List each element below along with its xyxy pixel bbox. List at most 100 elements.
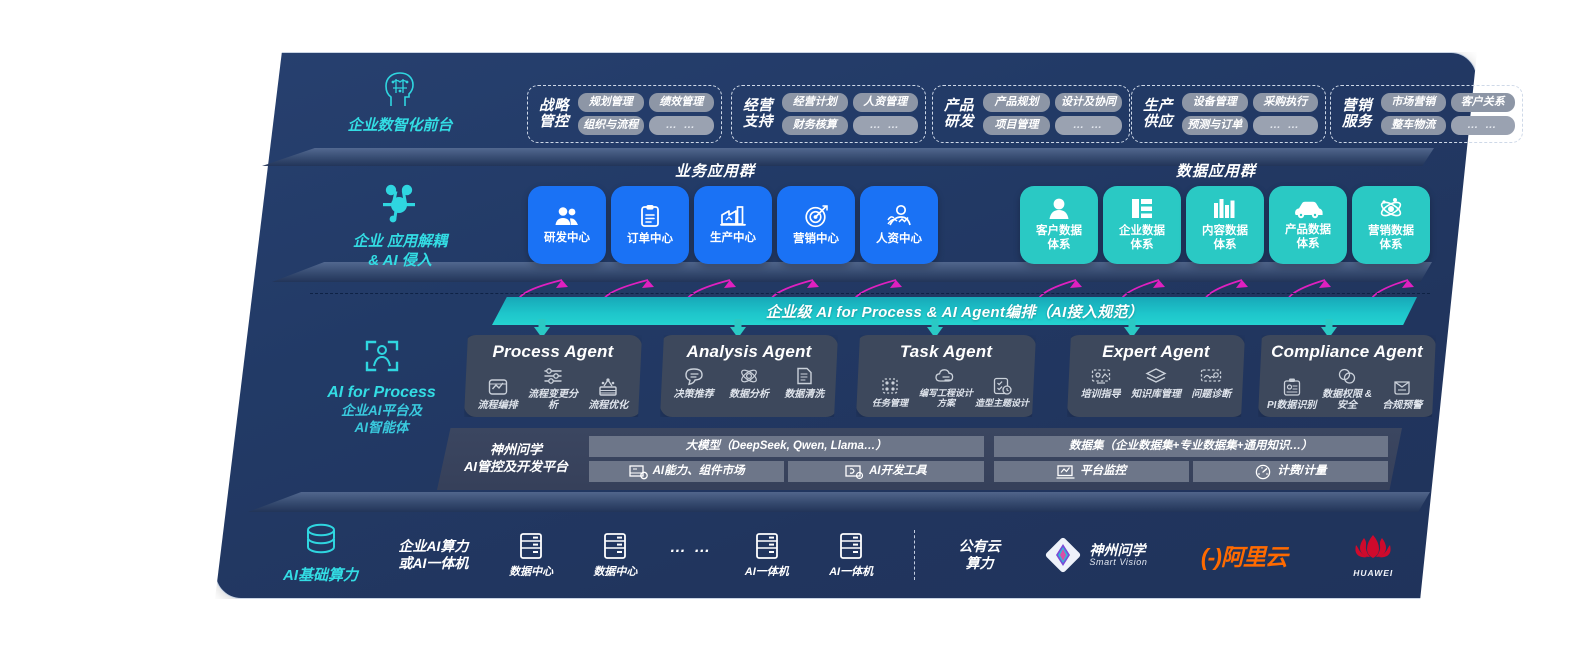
app-card-rd-center[interactable]: 研发中心: [528, 186, 606, 264]
top-cell[interactable]: 采购执行: [1252, 93, 1318, 112]
app-card-order-center[interactable]: 订单中心: [611, 186, 689, 264]
top-cell[interactable]: 绩效管理: [648, 93, 714, 112]
platform-dataset-bar[interactable]: 数据集（企业数据集+专业数据集+通用知识…）: [993, 436, 1388, 457]
agent-card-expert[interactable]: Expert Agent 培训指导 知识库管理: [1067, 335, 1245, 417]
agent-card-task[interactable]: Task Agent 任务管理 编写工程设计方案: [856, 335, 1036, 417]
vendor-name-aliyun: 阿里云: [1220, 544, 1288, 570]
top-cell[interactable]: 人资管理: [852, 93, 918, 112]
top-cell[interactable]: 客户关系: [1450, 93, 1515, 112]
top-group-operations[interactable]: 经营 支持 经营计划 人资管理 财务核算 … …: [731, 85, 926, 143]
top-cell[interactable]: 项目管理: [983, 116, 1050, 135]
top-cell[interactable]: 经营计划: [782, 93, 848, 112]
agent-feature[interactable]: 决策推荐: [666, 366, 721, 400]
compliance-feature-l1: 数据权限 &: [1321, 389, 1372, 400]
app-card-hr-center[interactable]: 人资中心: [860, 186, 938, 264]
top-cell[interactable]: 产品规划: [983, 93, 1050, 112]
person-scan-icon: [365, 340, 398, 372]
clipboard-icon: [641, 204, 659, 227]
app-card-production-center[interactable]: 生产中心: [694, 186, 772, 264]
data-card-marketing[interactable]: 营销数据 体系: [1352, 186, 1430, 264]
agent-feature[interactable]: 知识库管理: [1128, 366, 1183, 400]
infra-node-ai-appliance-1[interactable]: AI一体机: [725, 531, 809, 580]
rail-label-aiprocess-sub2: AI智能体: [354, 419, 409, 435]
rail-label-aiprocess: AI for Process: [327, 384, 436, 401]
top-cell-more[interactable]: … …: [1450, 116, 1515, 135]
ai-platform-strip: 神州问学 AI管控及开发平台 大模型（DeepSeek, Qwen, Llama…: [437, 428, 1402, 490]
orchestration-banner-label: 企业级 AI for Process & AI Agent编排（AI接入规范）: [765, 303, 1144, 321]
agent-feature[interactable]: 流程编排: [470, 377, 525, 411]
top-cell[interactable]: 财务核算: [782, 116, 848, 135]
flow-chart-icon: [488, 379, 507, 395]
agent-feature[interactable]: 任务管理: [862, 376, 918, 409]
data-card-enterprise[interactable]: 企业数据 体系: [1103, 186, 1181, 264]
top-cell[interactable]: 预测与订单: [1182, 116, 1248, 135]
rail-label-compute: AI基础算力: [282, 567, 358, 584]
platform-monitor[interactable]: 平台监控: [993, 461, 1189, 482]
top-group-marketing-service-name: 营销 服务: [1342, 97, 1372, 130]
huawei-logo-icon: [1355, 535, 1391, 558]
agent-feature[interactable]: 编写工程设计方案: [918, 366, 974, 409]
ai-market-icon: [628, 464, 648, 479]
data-card-product[interactable]: 产品数据 体系: [1269, 186, 1347, 264]
platform-ai-devtool[interactable]: AI开发工具: [788, 461, 984, 482]
agent-feature[interactable]: 问题诊断: [1184, 366, 1239, 400]
top-cell[interactable]: 设备管理: [1182, 93, 1248, 112]
server-icon: [604, 532, 627, 559]
top-cell-more[interactable]: … …: [1252, 116, 1318, 135]
agent-card-process[interactable]: Process Agent 流程编排 流程变更分析: [464, 335, 642, 417]
top-group-strategy[interactable]: 战略 管控 规划管理 绩效管理 组织与流程 … …: [527, 85, 722, 143]
top-cell-more[interactable]: … …: [1055, 116, 1122, 135]
agent-feature[interactable]: 培训指导: [1073, 366, 1128, 400]
agent-title: Task Agent: [899, 342, 993, 361]
agent-card-analysis[interactable]: Analysis Agent 决策推荐 数据分析: [660, 335, 838, 417]
data-card-content[interactable]: 内容数据 体系: [1186, 186, 1264, 264]
content-bars-icon: [1214, 199, 1235, 219]
platform-llm-bar[interactable]: 大模型（DeepSeek, Qwen, Llama…）: [589, 436, 984, 457]
top-cell[interactable]: 组织与流程: [578, 116, 644, 135]
platform-right-column: 数据集（企业数据集+专业数据集+通用知识…） 平台监控: [993, 436, 1388, 482]
target-icon: [804, 204, 828, 227]
infra-node-datacenter-1[interactable]: 数据中心: [489, 531, 573, 580]
vendor-name-huawei: HUAWEI: [1353, 568, 1394, 578]
top-group-marketing-service[interactable]: 营销 服务 市场营销 客户关系 整车物流 … …: [1330, 85, 1523, 143]
platform-billing[interactable]: 计费/计量: [1192, 461, 1388, 482]
agent-card-compliance[interactable]: Compliance Agent PI数据识别 数据权限 & 安全: [1258, 335, 1436, 417]
agent-feature[interactable]: 流程变更分析: [525, 366, 580, 411]
infra-node-ai-appliance-2[interactable]: AI一体机: [809, 531, 893, 580]
agent-feature[interactable]: 造型主题设计: [974, 376, 1030, 409]
vendor-logo-shenzhou[interactable]: 神州问学 Smart Vision: [1024, 535, 1168, 575]
data-card-label: 产品数据: [1285, 223, 1331, 236]
top-group-production-supply[interactable]: 生产 供应 设备管理 采购执行 预测与订单 … …: [1131, 85, 1326, 143]
agent-title: Analysis Agent: [686, 342, 812, 361]
agent-feature[interactable]: 数据权限 & 安全: [1319, 366, 1374, 411]
rail-label-front: 企业数智化前台: [347, 117, 453, 134]
infra-node-datacenter-2[interactable]: 数据中心: [573, 531, 657, 580]
vendor-name-shenzhou: 神州问学: [1089, 541, 1146, 558]
users-icon: [555, 206, 578, 225]
platform-name: 神州问学 AI管控及开发平台: [463, 442, 568, 474]
training-icon: [1091, 369, 1110, 384]
vendor-logo-huawei[interactable]: HUAWEI: [1321, 532, 1426, 578]
top-cell[interactable]: 整车物流: [1381, 116, 1446, 135]
agent-feature[interactable]: 数据分析: [721, 366, 776, 400]
atom-icon: [1380, 198, 1402, 217]
top-group-product-rd[interactable]: 产品 研发 产品规划 设计及协同 项目管理 … …: [932, 85, 1130, 143]
vendor-logo-aliyun[interactable]: (-)阿里云: [1167, 538, 1320, 572]
app-card-label: 研发中心: [544, 231, 590, 244]
optimize-icon: [599, 378, 618, 396]
task-node-icon: [882, 378, 898, 394]
top-cell-more[interactable]: … …: [648, 116, 714, 135]
agent-feature[interactable]: PI数据识别: [1264, 377, 1319, 411]
agent-feature[interactable]: 数据清洗: [777, 366, 832, 400]
data-card-customer[interactable]: 客户数据 体系: [1020, 186, 1098, 264]
data-card-label2: 体系: [1047, 239, 1071, 251]
agent-feature[interactable]: 合规预警: [1375, 377, 1430, 411]
top-cell[interactable]: 设计及协同: [1055, 93, 1122, 112]
top-cell[interactable]: 市场营销: [1381, 93, 1446, 112]
agent-feature[interactable]: 流程优化: [581, 377, 636, 411]
platform-ai-market[interactable]: AI能力、组件市场: [589, 461, 785, 482]
top-cell-more[interactable]: … …: [852, 116, 918, 135]
top-cell[interactable]: 规划管理: [578, 93, 644, 112]
app-card-marketing-center[interactable]: 营销中心: [777, 186, 855, 264]
